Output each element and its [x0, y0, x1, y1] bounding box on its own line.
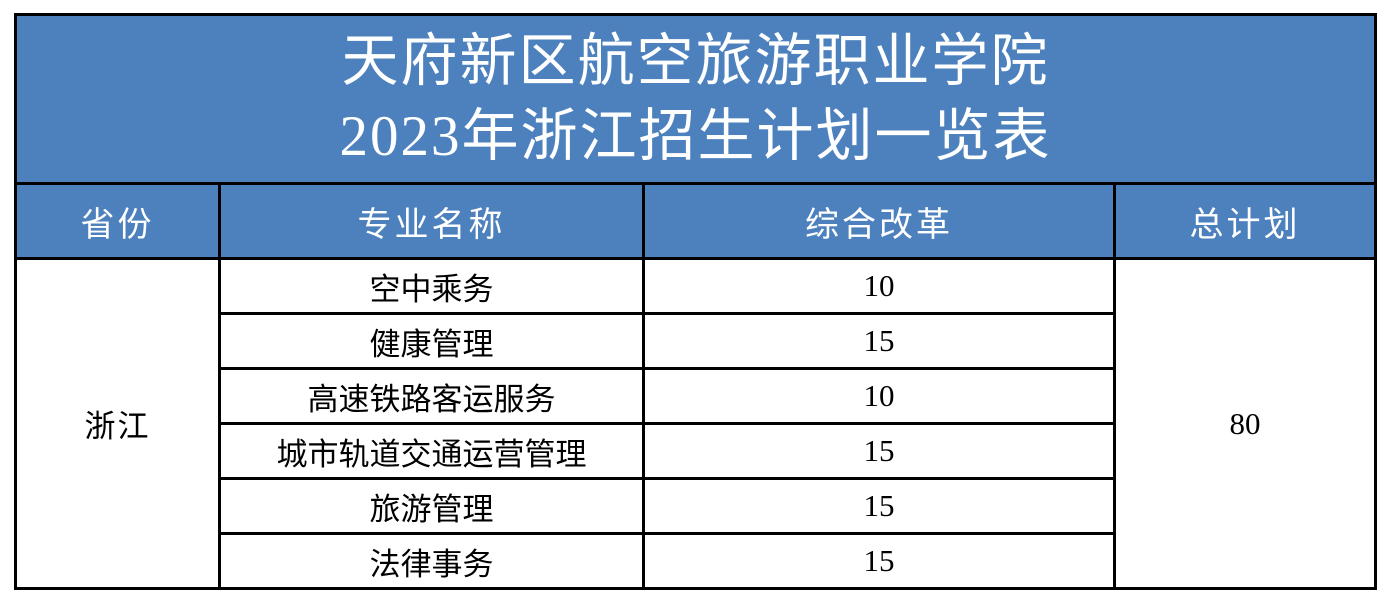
reform-value-cell: 15	[642, 312, 1116, 370]
table-row: 浙江 空中乘务 10 80	[14, 257, 1377, 590]
table-row: 高速铁路客运服务 10	[16, 367, 1376, 425]
table-row: 健康管理 15	[16, 312, 1376, 370]
major-cell: 旅游管理	[218, 477, 645, 535]
major-cell: 城市轨道交通运营管理	[218, 422, 645, 480]
reform-value-cell: 15	[642, 422, 1116, 480]
major-cell: 空中乘务	[218, 257, 645, 315]
reform-value-cell: 10	[642, 367, 1116, 425]
column-header-row: 省份 专业名称 综合改革 总计划	[14, 182, 1377, 260]
total-plan-cell: 80	[1113, 257, 1377, 590]
major-cell: 健康管理	[218, 312, 645, 370]
province-cell: 浙江	[14, 257, 221, 590]
column-header-major: 专业名称	[218, 182, 645, 260]
title-line-1: 天府新区航空旅游职业学院	[341, 29, 1050, 93]
table-row: 城市轨道交通运营管理 15	[16, 422, 1376, 480]
reform-value-cell: 10	[642, 257, 1116, 315]
reform-value-cell: 15	[642, 477, 1116, 535]
table-row: 法律事务 15	[16, 532, 1376, 590]
table-title: 天府新区航空旅游职业学院 2023年浙江招生计划一览表	[14, 13, 1377, 185]
title-row: 天府新区航空旅游职业学院 2023年浙江招生计划一览表	[14, 13, 1377, 185]
table-row: 旅游管理 15	[16, 477, 1376, 535]
major-cell: 法律事务	[218, 532, 645, 590]
enrollment-plan-table: 天府新区航空旅游职业学院 2023年浙江招生计划一览表 省份 专业名称 综合改革…	[14, 13, 1377, 590]
column-header-reform: 综合改革	[642, 182, 1116, 260]
column-header-province: 省份	[14, 182, 221, 260]
reform-value-cell: 15	[642, 532, 1116, 590]
title-line-2: 2023年浙江招生计划一览表	[339, 105, 1052, 168]
column-header-total: 总计划	[1113, 182, 1377, 260]
major-cell: 高速铁路客运服务	[218, 367, 645, 425]
